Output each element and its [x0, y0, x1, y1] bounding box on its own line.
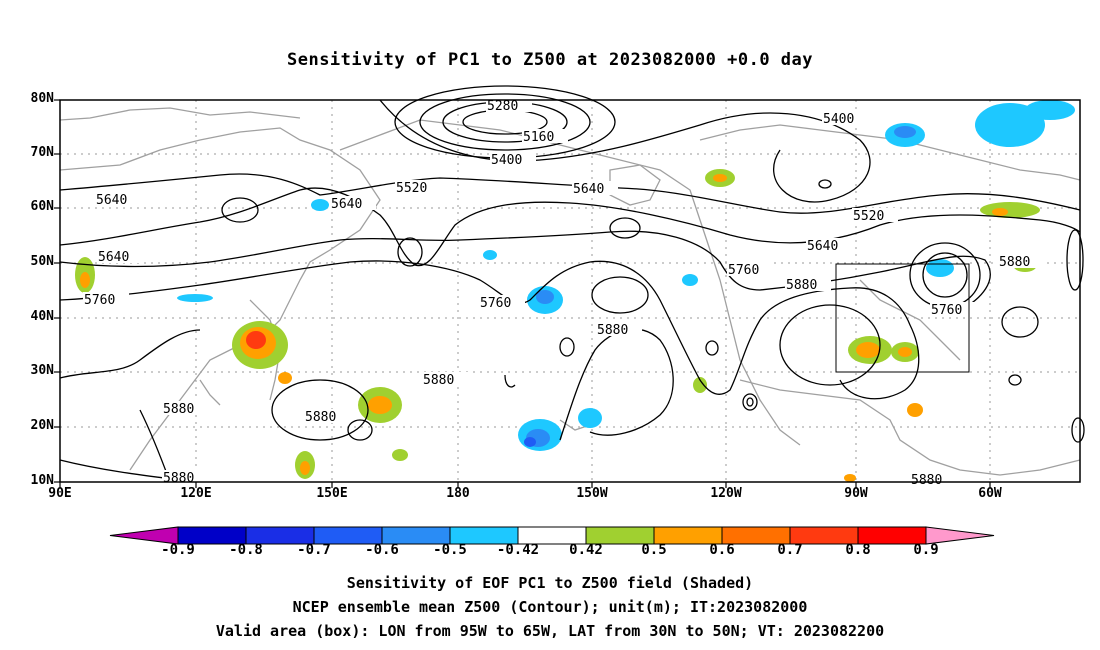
lat-label: 50N	[30, 254, 54, 269]
contour-label: 5160	[523, 130, 554, 145]
colorbar-tick-label: -0.7	[297, 542, 331, 558]
colorbar-tick-label: -0.6	[365, 542, 399, 558]
sensitivity-shading	[75, 100, 1075, 482]
colorbar-tick-label: -0.8	[229, 542, 263, 558]
contour-label: 5880	[163, 471, 194, 486]
valid-area-box	[835, 263, 970, 373]
lat-label: 10N	[30, 473, 54, 488]
contour-label: 5760	[931, 303, 962, 318]
lat-label: 20N	[30, 418, 54, 433]
lat-label: 70N	[30, 145, 54, 160]
contour-label: 5520	[396, 181, 427, 196]
contour-label: 5880	[786, 278, 817, 293]
footer-line-2: NCEP ensemble mean Z500 (Contour); unit(…	[292, 598, 808, 616]
contour-label: 5880	[423, 373, 454, 388]
contour-label: 5640	[573, 182, 604, 197]
contour-label: 5400	[823, 112, 854, 127]
lon-label: 120E	[180, 486, 212, 501]
contour-label: 5880	[911, 473, 942, 488]
colorbar-tick-label: 0.9	[913, 542, 939, 558]
lon-label: 150W	[576, 486, 608, 501]
gridlines	[60, 100, 1080, 482]
lon-label: 180	[446, 486, 470, 501]
map-frame	[59, 99, 1081, 483]
lon-label: 150E	[316, 486, 348, 501]
contour-label: 5760	[84, 293, 115, 308]
colorbar-tick-label: -0.5	[433, 542, 467, 558]
colorbar-tick-label: -0.9	[161, 542, 195, 558]
contour-label: 5400	[491, 153, 522, 168]
lat-label: 80N	[30, 91, 54, 106]
contour-label: 5280	[487, 99, 518, 114]
lon-label: 60W	[978, 486, 1002, 501]
footer-line-3: Valid area (box): LON from 95W to 65W, L…	[215, 622, 885, 640]
contour-label: 5880	[305, 410, 336, 425]
lat-label: 40N	[30, 309, 54, 324]
lat-label: 60N	[30, 199, 54, 214]
coastlines	[59, 107, 1081, 476]
lat-label: 30N	[30, 363, 54, 378]
contour-label: 5760	[728, 263, 759, 278]
contour-label: 5880	[999, 255, 1030, 270]
colorbar-tick-label: 0.42	[569, 542, 603, 558]
contour-label: 5520	[853, 209, 884, 224]
colorbar-tick-label: 0.6	[709, 542, 735, 558]
contour-label: 5640	[331, 197, 362, 212]
contour-label: 5880	[597, 323, 628, 338]
footer-line-1: Sensitivity of EOF PC1 to Z500 field (Sh…	[346, 574, 754, 592]
z500-contours	[59, 85, 1085, 483]
colorbar-tick-label: -0.42	[496, 542, 540, 558]
contour-label: 5640	[807, 239, 838, 254]
tick-marks	[54, 99, 991, 488]
contour-label: 5880	[163, 402, 194, 417]
contour-labels: 5280 5160 5400 5400 5520 5640 5640 5520 …	[83, 98, 1044, 488]
lon-label: 120W	[710, 486, 742, 501]
figure-title: Sensitivity of PC1 to Z500 at 2023082000…	[286, 50, 813, 70]
lon-label: 90W	[844, 486, 868, 501]
lon-label: 90E	[48, 486, 72, 501]
contour-label: 5640	[96, 193, 127, 208]
colorbar-tick-label: 0.8	[845, 542, 871, 558]
colorbar-tick-label: 0.7	[777, 542, 803, 558]
colorbar-tick-label: 0.5	[641, 542, 667, 558]
contour-label: 5760	[480, 296, 511, 311]
contour-label: 5640	[98, 250, 129, 265]
